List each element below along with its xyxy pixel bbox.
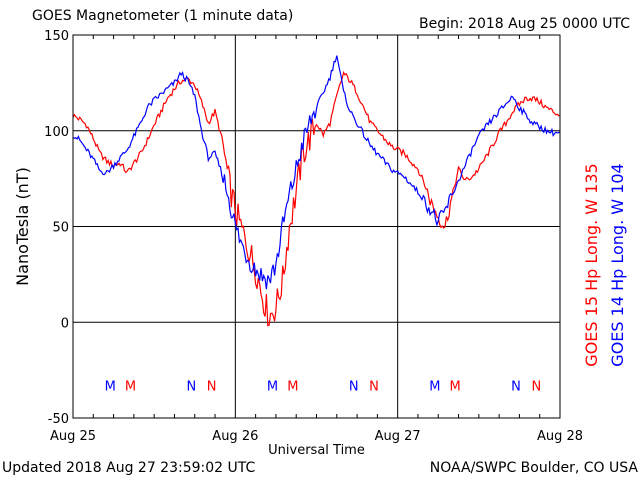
data-source: NOAA/SWPC Boulder, CO USA — [429, 460, 638, 476]
marker-label: M — [267, 379, 278, 394]
x-tick-label: Aug 25 — [50, 429, 96, 444]
legend-entry: GOES 15 Hp Long. W 135 — [582, 163, 601, 366]
x-tick-label: Aug 28 — [537, 429, 583, 444]
marker-label: M — [287, 379, 298, 394]
y-axis-label: NanoTesla (nT) — [13, 167, 32, 286]
legend-entry: GOES 14 Hp Long. W 104 — [608, 163, 627, 366]
y-tick-label: 100 — [44, 125, 69, 140]
x-tick-label: Aug 26 — [212, 429, 258, 444]
marker-label: M — [105, 379, 116, 394]
marker-label: M — [125, 379, 136, 394]
marker-label: N — [369, 379, 379, 394]
begin-time: Begin: 2018 Aug 25 0000 UTC — [419, 16, 630, 32]
marker-label: N — [207, 379, 217, 394]
updated-time: Updated 2018 Aug 27 23:59:02 UTC — [2, 460, 256, 476]
marker-label: N — [187, 379, 197, 394]
y-tick-label: 150 — [44, 29, 69, 44]
x-axis-label: Universal Time — [268, 443, 365, 458]
series-line — [72, 70, 561, 327]
chart-title: GOES Magnetometer (1 minute data) — [32, 8, 294, 24]
marker-label: M — [450, 379, 461, 394]
y-tick-label: -50 — [48, 412, 69, 427]
y-tick-label: 0 — [61, 316, 69, 331]
x-tick-label: Aug 27 — [375, 429, 421, 444]
y-tick-label: 50 — [52, 221, 69, 236]
marker-label: N — [531, 379, 541, 394]
series-line — [72, 55, 561, 290]
marker-label: N — [349, 379, 359, 394]
marker-label: N — [511, 379, 521, 394]
marker-label: M — [429, 379, 440, 394]
